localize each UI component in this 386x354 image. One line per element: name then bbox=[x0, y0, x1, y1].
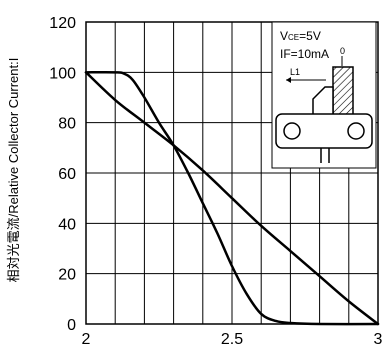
y-tick-label: 40 bbox=[58, 216, 76, 233]
y-tick-label: 80 bbox=[58, 116, 76, 133]
inset-base bbox=[275, 113, 373, 149]
inset-mount-hole-right bbox=[347, 122, 365, 140]
inset-if-label: IF=10mA bbox=[280, 47, 329, 61]
y-tick-label: 100 bbox=[49, 65, 76, 82]
y-tick-label: 20 bbox=[58, 267, 76, 284]
inset-shutter bbox=[332, 66, 354, 116]
inset-vce-label: VCE=5V bbox=[280, 29, 321, 43]
x-tick-label: 2.5 bbox=[221, 331, 243, 348]
y-tick-label: 60 bbox=[58, 166, 76, 183]
series-line-2 bbox=[84, 71, 380, 326]
inset-arrow-icon bbox=[286, 77, 291, 83]
series-line-1 bbox=[84, 70, 380, 326]
series-layer bbox=[84, 70, 380, 326]
x-tick-label: 3 bbox=[374, 331, 383, 348]
axes: 0 20 40 60 80 100 120 2 2.5 3 bbox=[49, 15, 382, 348]
inset-zero-label: 0 bbox=[340, 46, 345, 56]
y-tick-label: 120 bbox=[49, 15, 76, 32]
plot-frame bbox=[85, 21, 379, 325]
inset-diagram: VCE=5V IF=10mA 0 L1 bbox=[271, 21, 377, 169]
y-tick-label: 0 bbox=[67, 317, 76, 334]
inset-sensor-body bbox=[312, 86, 334, 116]
inset-mount-hole-left bbox=[283, 122, 301, 140]
y-axis-label: 相対光電流/Relative Collector Current:I bbox=[6, 58, 21, 283]
x-tick-label: 2 bbox=[82, 331, 91, 348]
inset-l1-label: L1 bbox=[290, 67, 300, 77]
